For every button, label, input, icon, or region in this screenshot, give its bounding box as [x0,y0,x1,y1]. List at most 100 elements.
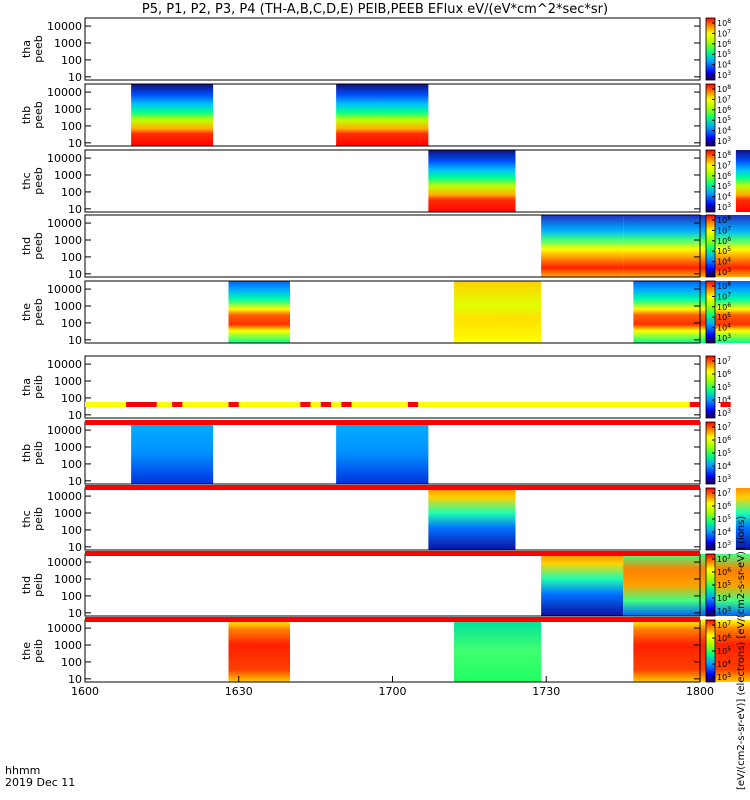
colorbar-tick-label: 105 [717,448,731,458]
panel-probe-label: tha [20,40,33,58]
panel-thd-peib: 10 100 1000 10000 thd peib 107 106 105 104 103 [20,553,750,620]
panel-probe-label: the [20,303,33,321]
colorbar-tick-label: 106 [717,236,731,246]
y-tick-label: 1000 [54,375,82,388]
data-interval [336,422,429,484]
colorbar-tick-label: 105 [717,115,731,125]
y-tick-label: 1000 [54,103,82,116]
y-tick-label: 10 [68,137,82,150]
colorbar-tick-label: 108 [717,281,731,291]
y-tick-label: 100 [61,186,82,199]
colorbar-tick-label: 103 [717,70,731,80]
panel-thb-peib: 10 100 1000 10000 thb peib 107 106 105 104 103 [20,421,731,488]
y-tick-label: 10000 [47,86,82,99]
colorbar [705,17,716,81]
y-tick-label: 1000 [54,639,82,652]
y-tick-label: 100 [61,656,82,669]
y-tick-label: 1000 [54,169,82,182]
colorbar-tick-label: 105 [717,312,731,322]
panel-frame [84,83,701,147]
y-tick-label: 1000 [54,573,82,586]
data-interval [454,620,542,682]
panel-thc-peib: 10 100 1000 10000 thc peib 107 106 105 104 103 [20,487,750,554]
status-bar-segment [126,402,157,407]
colorbar-tick-label: 108 [717,150,731,160]
data-interval [428,488,516,550]
colorbar-tick-label: 103 [717,202,731,212]
data-interval [228,281,290,343]
colorbar-tick-label: 103 [717,474,731,484]
data-interval [454,281,542,343]
status-bar-segment [341,402,352,407]
status-bar-segment [172,402,183,407]
colorbar-tick-label: 106 [717,501,731,511]
panel-product-label: peib [32,375,45,399]
y-tick-label: 10 [68,71,82,84]
y-tick-label: 100 [61,392,82,405]
colorbar-tick-label: 107 [717,422,731,432]
y-tick-label: 1000 [54,37,82,50]
colorbar-tick-label: 108 [717,215,731,225]
x-tick-label: 1700 [379,685,407,698]
y-tick-label: 100 [61,524,82,537]
y-tick-label: 10000 [47,152,82,165]
status-bar-ions [85,551,700,556]
colorbar-tick-label: 104 [717,461,731,471]
y-tick-label: 10 [68,334,82,347]
y-tick-label: 10000 [47,556,82,569]
y-tick-label: 1000 [54,300,82,313]
data-interval [735,488,750,550]
colorbar-tick-label: 106 [717,171,731,181]
colorbar [705,214,716,278]
panel-product-label: peeb [32,298,45,326]
panel-probe-label: thc [20,510,33,527]
status-bar-segment [320,402,331,407]
y-tick-label: 100 [61,317,82,330]
data-interval [131,422,214,484]
panel-frame [84,214,701,278]
colorbar-tick-label: 103 [717,606,731,616]
panel-probe-label: thd [20,576,33,594]
colorbar-tick-label: 106 [717,302,731,312]
colorbar-tick-label: 104 [717,323,731,333]
panel-probe-label: thb [20,444,33,462]
colorbar-tick-label: 106 [717,369,731,379]
colorbar-tick-label: 107 [717,554,731,564]
colorbar-label: [eV/(cm2-s-sr-eV)] (electrons) [eV/(cm2-… [736,516,747,790]
y-tick-label: 10000 [47,424,82,437]
y-tick-label: 10 [68,475,82,488]
panel-probe-label: thd [20,237,33,255]
colorbar-tick-label: 107 [717,291,731,301]
data-interval [131,84,214,146]
colorbar-tick-label: 103 [717,136,731,146]
colorbar [705,280,716,344]
colorbar-tick-label: 108 [717,84,731,94]
y-tick-label: 10000 [47,622,82,635]
colorbar-tick-label: 103 [717,540,731,550]
y-tick-label: 100 [61,251,82,264]
panel-product-label: peeb [32,35,45,63]
colorbar-tick-label: 104 [717,659,731,669]
status-bar-ions [85,617,700,622]
y-tick-label: 100 [61,458,82,471]
y-tick-label: 10000 [47,358,82,371]
colorbar-tick-label: 103 [717,408,731,418]
colorbar-tick-label: 107 [717,160,731,170]
colorbar-tick-label: 104 [717,257,731,267]
colorbar-tick-label: 104 [717,192,731,202]
colorbar [705,149,716,213]
status-bar-electrons [85,402,700,407]
status-bars [85,402,731,622]
data-interval [633,281,750,343]
y-tick-label: 10000 [47,217,82,230]
colorbar-tick-label: 106 [717,567,731,577]
colorbar-tick-label: 105 [717,181,731,191]
status-bar-segment [228,402,239,407]
y-tick-label: 100 [61,54,82,67]
data-interval [541,215,624,277]
colorbar-tick-label: 106 [717,105,731,115]
data-interval [428,150,516,212]
